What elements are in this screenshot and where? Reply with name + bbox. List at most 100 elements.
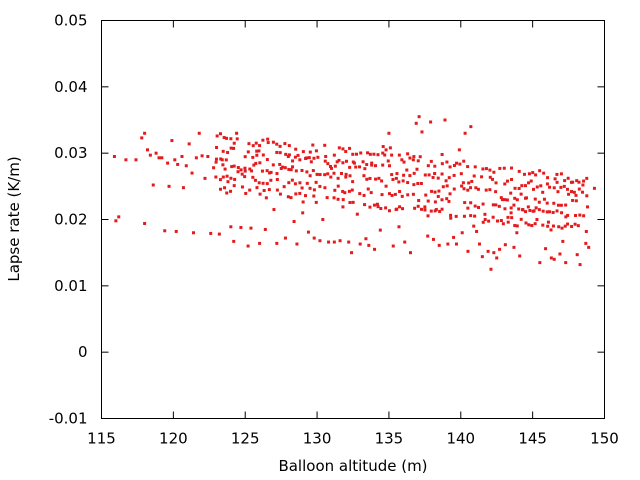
- data-point: [559, 172, 563, 176]
- data-point: [190, 171, 194, 175]
- data-point: [271, 163, 275, 167]
- data-point: [426, 199, 430, 203]
- data-point: [370, 163, 374, 167]
- data-point: [348, 201, 352, 205]
- data-point: [361, 160, 365, 164]
- data-point: [157, 156, 161, 160]
- data-point: [577, 180, 581, 184]
- data-point: [393, 192, 397, 196]
- data-point: [503, 243, 507, 247]
- data-point: [354, 165, 358, 169]
- data-point: [486, 249, 490, 253]
- data-point: [461, 181, 465, 185]
- data-point: [570, 190, 574, 194]
- data-point: [249, 226, 253, 230]
- data-point: [293, 155, 297, 159]
- data-point: [358, 192, 362, 196]
- data-point: [395, 172, 399, 176]
- data-point: [229, 189, 233, 193]
- data-point: [517, 207, 521, 211]
- data-point: [474, 186, 478, 190]
- data-point: [265, 158, 269, 162]
- data-point: [397, 153, 401, 157]
- data-point: [509, 191, 513, 195]
- data-point: [408, 174, 412, 178]
- x-tick-label: 140: [446, 430, 475, 448]
- data-point: [510, 216, 514, 220]
- data-point: [400, 158, 404, 162]
- data-point: [318, 239, 322, 243]
- data-point: [170, 139, 174, 143]
- data-point: [388, 164, 392, 168]
- data-point: [433, 200, 437, 204]
- data-point: [477, 205, 481, 209]
- x-tick-label: 135: [375, 430, 404, 448]
- data-point: [233, 177, 237, 181]
- data-point: [449, 216, 453, 220]
- data-point: [481, 202, 485, 206]
- data-point: [458, 162, 462, 166]
- data-point: [420, 207, 424, 211]
- data-point: [381, 151, 385, 155]
- data-point: [447, 176, 451, 180]
- data-point: [463, 201, 467, 205]
- data-point: [366, 151, 370, 155]
- data-point: [314, 149, 318, 153]
- data-point: [513, 196, 517, 200]
- data-point: [258, 241, 262, 245]
- data-point: [348, 165, 352, 169]
- data-point: [347, 189, 351, 193]
- data-point: [369, 191, 373, 195]
- data-point: [311, 143, 315, 147]
- data-point: [351, 200, 355, 204]
- data-point: [387, 131, 391, 135]
- data-point: [555, 209, 559, 213]
- data-point: [265, 182, 269, 186]
- data-point: [239, 225, 243, 229]
- data-point: [510, 177, 514, 181]
- data-point: [311, 169, 315, 173]
- data-point: [221, 149, 225, 153]
- data-point: [578, 213, 582, 217]
- data-point: [327, 240, 331, 244]
- data-point: [455, 161, 459, 165]
- data-point: [336, 197, 340, 201]
- data-point: [301, 200, 305, 204]
- data-point: [433, 172, 437, 175]
- data-point: [316, 155, 320, 159]
- data-point: [505, 179, 509, 183]
- data-point: [538, 169, 542, 173]
- data-point: [585, 194, 589, 198]
- data-point: [263, 227, 267, 231]
- data-point: [350, 251, 354, 255]
- data-point: [275, 150, 279, 154]
- data-point: [312, 236, 316, 240]
- data-point: [363, 203, 367, 207]
- data-point: [466, 188, 470, 192]
- data-point: [260, 169, 264, 173]
- data-point: [225, 191, 229, 195]
- data-point: [374, 164, 377, 168]
- data-point: [341, 161, 345, 165]
- data-point: [287, 167, 291, 171]
- data-point: [341, 147, 345, 151]
- x-tick-label: 115: [87, 430, 116, 448]
- data-point: [534, 206, 538, 210]
- data-point: [390, 153, 394, 157]
- data-point: [452, 173, 456, 177]
- data-point: [284, 152, 288, 156]
- data-point: [223, 186, 227, 190]
- data-point: [388, 146, 392, 150]
- data-point: [423, 205, 427, 209]
- data-point: [546, 224, 550, 228]
- data-point: [503, 207, 507, 211]
- data-point: [306, 230, 310, 234]
- data-point: [214, 157, 218, 161]
- data-point: [343, 191, 347, 195]
- data-point: [502, 166, 506, 170]
- data-point: [483, 218, 487, 221]
- data-point: [501, 222, 505, 226]
- data-point: [235, 137, 239, 141]
- data-point: [491, 215, 495, 219]
- data-point: [224, 158, 228, 162]
